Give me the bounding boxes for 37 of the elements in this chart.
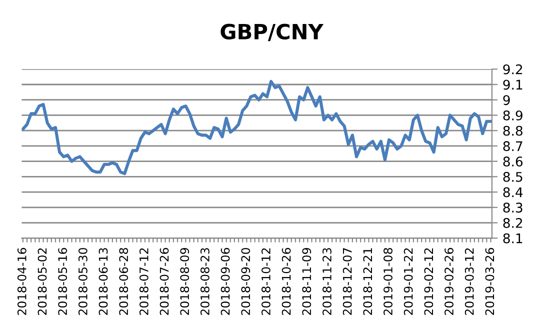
- x-tick-label: 2018-06-13: [98, 248, 108, 315]
- y-tick-label: 8.8: [503, 126, 522, 136]
- x-tick-label: 2018-10-26: [282, 248, 291, 315]
- x-tick-label: 2018-09-06: [220, 248, 230, 315]
- y-tick-label: 8.1: [503, 233, 522, 244]
- y-tick-label: 8.4: [503, 187, 523, 198]
- y-tick-label: 8.7: [503, 141, 522, 152]
- x-tick-label: 2018-07-12: [139, 248, 148, 315]
- x-tick-label: 2018-08-23: [200, 248, 210, 315]
- x-tick-label: 2019-01-08: [384, 248, 392, 315]
- x-tick-label: 2018-07-26: [160, 248, 169, 315]
- x-tick-label: 2018-10-12: [262, 248, 270, 315]
- x-tick-label: 2018-12-07: [342, 248, 352, 315]
- x-tick-label: 2018-08-09: [180, 248, 190, 315]
- y-tick-label: 8.6: [503, 156, 523, 167]
- x-tick-label: 2018-06-28: [119, 248, 128, 315]
- x-tick-label: 2018-05-16: [58, 248, 68, 315]
- x-tick-label: 2019-01-22: [404, 248, 413, 315]
- x-tick-label: 2019-02-26: [444, 248, 454, 315]
- y-tick-label: 8.2: [503, 218, 522, 228]
- x-tick-label: 2018-05-02: [38, 248, 47, 315]
- x-tick-label: 2019-03-26: [485, 248, 494, 315]
- x-tick-label: 2018-09-20: [241, 248, 250, 315]
- y-tick-label: 9.1: [503, 80, 522, 90]
- y-tick-label: 8.5: [503, 172, 522, 182]
- x-tick-label: 2018-11-09: [302, 248, 312, 315]
- x-tick-label: 2018-05-30: [78, 248, 88, 315]
- x-tick-label: 2018-11-23: [322, 248, 332, 315]
- y-tick-label: 8.9: [503, 110, 522, 120]
- y-tick-label: 9.2: [503, 64, 522, 74]
- x-tick-label: 2018-12-21: [363, 248, 372, 315]
- chart-title: GBP/CNY: [220, 24, 324, 42]
- y-tick-label: 9: [503, 95, 510, 106]
- y-tick-label: 8.3: [503, 202, 522, 213]
- x-tick-label: 2019-03-12: [464, 248, 474, 315]
- x-tick-label: 2019-02-12: [424, 248, 434, 315]
- x-tick-label: 2018-04-16: [17, 248, 26, 315]
